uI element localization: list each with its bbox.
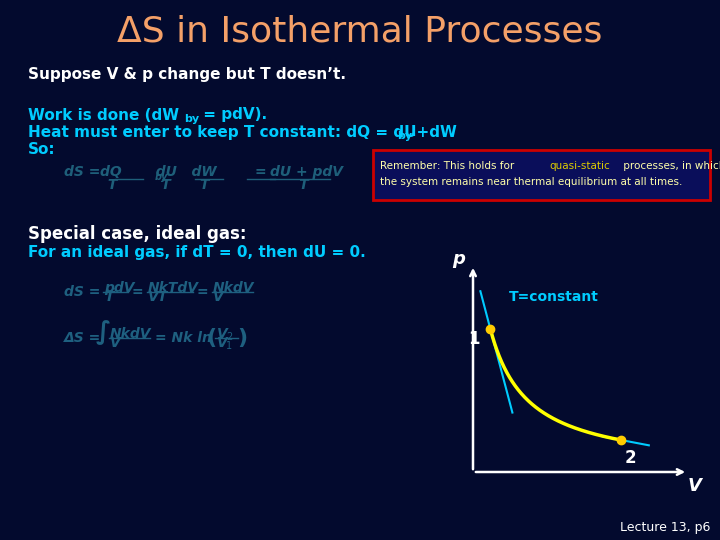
Text: (: ( bbox=[206, 328, 216, 348]
Text: V: V bbox=[213, 290, 224, 304]
Text: processes, in which: processes, in which bbox=[620, 161, 720, 171]
Text: ΔS =: ΔS = bbox=[64, 331, 102, 345]
Text: V: V bbox=[217, 327, 228, 341]
Text: dS =: dS = bbox=[64, 285, 100, 299]
Text: by: by bbox=[184, 114, 199, 124]
Text: =: = bbox=[132, 285, 143, 299]
Text: Suppose V & p change but T doesn’t.: Suppose V & p change but T doesn’t. bbox=[28, 68, 346, 83]
Text: ΔS in Isothermal Processes: ΔS in Isothermal Processes bbox=[117, 15, 603, 49]
Text: ): ) bbox=[237, 328, 247, 348]
Text: T=constant: T=constant bbox=[508, 290, 598, 304]
Text: V: V bbox=[110, 336, 121, 350]
Text: =: = bbox=[197, 285, 209, 299]
Text: VT: VT bbox=[148, 290, 168, 304]
Text: = pdV).: = pdV). bbox=[198, 107, 267, 123]
Text: 2: 2 bbox=[625, 449, 636, 467]
Text: V: V bbox=[688, 477, 702, 495]
Text: ∫: ∫ bbox=[96, 321, 112, 346]
Text: V: V bbox=[217, 336, 228, 350]
FancyBboxPatch shape bbox=[373, 150, 710, 200]
Text: NkdV: NkdV bbox=[213, 281, 254, 295]
Text: So:: So: bbox=[28, 143, 55, 158]
Text: by: by bbox=[155, 172, 168, 182]
Text: pdV: pdV bbox=[104, 281, 135, 295]
Text: NkTdV: NkTdV bbox=[148, 281, 199, 295]
Text: =: = bbox=[255, 165, 266, 179]
Text: 2: 2 bbox=[226, 332, 233, 342]
Text: 1: 1 bbox=[226, 341, 232, 351]
Text: = Nk ln: = Nk ln bbox=[155, 331, 212, 345]
Text: For an ideal gas, if dT = 0, then dU = 0.: For an ideal gas, if dT = 0, then dU = 0… bbox=[28, 246, 366, 260]
Text: dS =: dS = bbox=[64, 165, 100, 179]
Text: the system remains near thermal equilibrium at all times.: the system remains near thermal equilibr… bbox=[380, 177, 683, 187]
Text: T: T bbox=[104, 290, 114, 304]
Text: T         T      T: T T T bbox=[64, 178, 210, 192]
Text: Work is done (dW: Work is done (dW bbox=[28, 107, 179, 123]
Text: .: . bbox=[410, 125, 415, 139]
Text: Heat must enter to keep T constant: dQ = dU+dW: Heat must enter to keep T constant: dQ =… bbox=[28, 125, 457, 139]
Text: by: by bbox=[397, 131, 412, 141]
Text: NkdV: NkdV bbox=[110, 327, 151, 341]
Text: Lecture 13, p6: Lecture 13, p6 bbox=[620, 521, 710, 534]
Text: Special case, ideal gas:: Special case, ideal gas: bbox=[28, 225, 246, 243]
Text: dU + pdV: dU + pdV bbox=[270, 165, 343, 179]
Text: 1: 1 bbox=[469, 330, 480, 348]
Text: Remember: This holds for: Remember: This holds for bbox=[380, 161, 518, 171]
Text: dQ       dU   dW: dQ dU dW bbox=[100, 165, 217, 179]
Text: quasi-static: quasi-static bbox=[549, 161, 610, 171]
Text: p: p bbox=[453, 250, 465, 268]
Text: T: T bbox=[270, 178, 309, 192]
